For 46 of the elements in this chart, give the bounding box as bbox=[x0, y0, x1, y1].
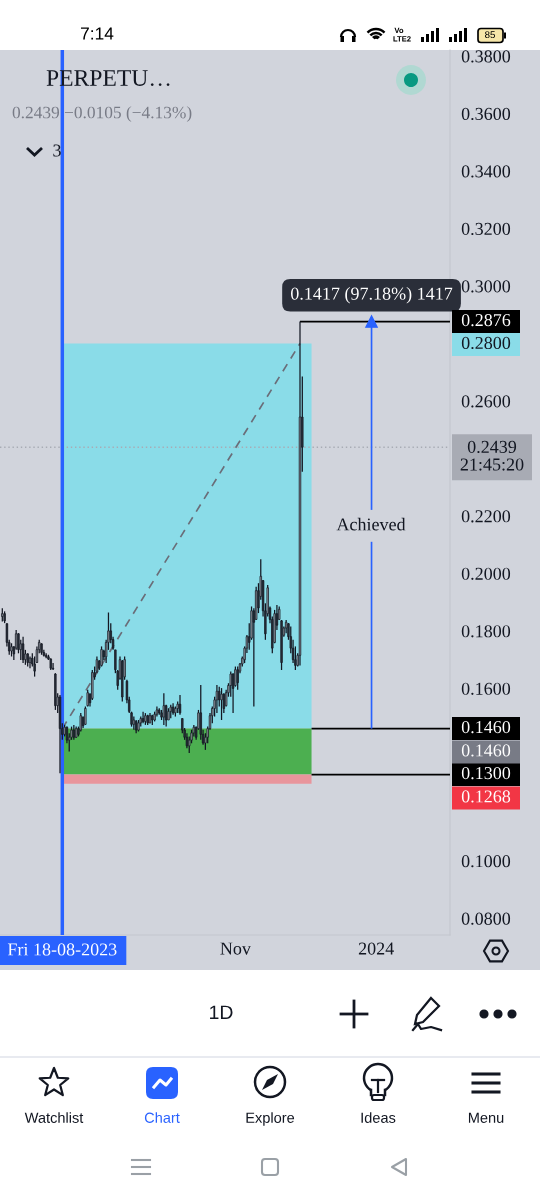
text: 0.2439 −0.0105 (−4.13%) bbox=[12, 106, 192, 122]
data-label: 0.2876 bbox=[461, 313, 511, 327]
ref-line-label: Fri 18-08-2023 bbox=[7, 943, 117, 956]
text: Chart bbox=[144, 1112, 180, 1123]
y-tick-label: 0.3400 bbox=[461, 165, 511, 178]
x-tick-label: Nov bbox=[220, 942, 251, 955]
annotation: Achieved bbox=[336, 517, 406, 531]
x-tick-label: 2024 bbox=[358, 942, 394, 955]
text: 1D bbox=[210, 1005, 233, 1020]
y-tick-label: 0.2200 bbox=[461, 510, 511, 523]
y-tick-label: 0.3000 bbox=[461, 280, 511, 293]
data-label: 0.1460 bbox=[461, 720, 511, 734]
text: 0.2800 bbox=[461, 336, 511, 350]
candlestick bbox=[51, 662, 55, 671]
candlestick bbox=[215, 684, 219, 714]
data-label: 0.1300 bbox=[461, 766, 511, 780]
text: 7:14 bbox=[81, 27, 114, 40]
y-tick-label: 0.3200 bbox=[461, 222, 511, 236]
candlestick bbox=[84, 705, 87, 726]
text: Watchlist bbox=[24, 1112, 84, 1123]
y-tick-label: 0.1000 bbox=[461, 855, 511, 868]
y-tick-label: 0.2600 bbox=[461, 395, 511, 408]
candlestick bbox=[220, 687, 223, 721]
bar bbox=[62, 774, 312, 784]
y-tick-label: 0.3800 bbox=[461, 50, 511, 63]
text: 0.1460 bbox=[461, 744, 511, 757]
text: 0.1268 bbox=[461, 790, 511, 803]
y-tick-label: 0.2000 bbox=[461, 567, 511, 580]
candlestick bbox=[236, 665, 239, 691]
candlestick bbox=[10, 642, 13, 658]
annotation: 3 bbox=[53, 144, 61, 157]
y-tick-label: 0.1600 bbox=[461, 682, 511, 695]
annotation: 0.1417 (97.18%) 1417 bbox=[290, 287, 453, 304]
candlestick bbox=[167, 707, 170, 721]
y-tick-label: 0.3600 bbox=[461, 107, 511, 121]
text: Menu bbox=[468, 1112, 504, 1123]
ref-line-label: 0.2439 21:45:20 bbox=[460, 440, 524, 471]
candlestick bbox=[234, 665, 237, 688]
candlestick bbox=[14, 629, 18, 651]
text: Explore bbox=[246, 1112, 295, 1126]
text: 85 bbox=[485, 31, 495, 39]
y-tick-label: 0.0800 bbox=[461, 912, 511, 925]
bar bbox=[62, 728, 312, 775]
text: Ideas bbox=[361, 1112, 396, 1123]
y-tick-label: 0.1800 bbox=[461, 625, 511, 638]
candlestick bbox=[28, 655, 32, 669]
